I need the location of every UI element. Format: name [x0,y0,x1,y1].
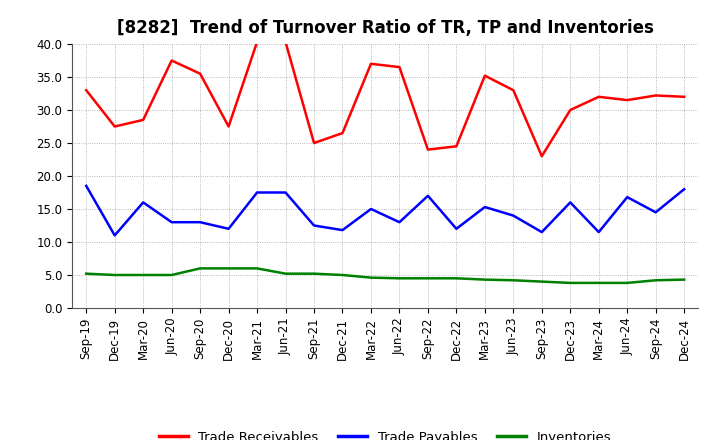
Trade Payables [310,223,318,228]
Inventories [537,279,546,284]
Trade Payables [338,227,347,233]
Inventories [167,272,176,278]
Trade Payables [452,226,461,231]
Trade Payables [623,194,631,200]
Trade Receivables [139,117,148,122]
Trade Receivables [282,40,290,45]
Trade Payables [537,230,546,235]
Line: Trade Payables: Trade Payables [86,186,684,235]
Trade Receivables [366,61,375,66]
Inventories [623,280,631,286]
Trade Payables [282,190,290,195]
Inventories [139,272,148,278]
Trade Receivables [509,88,518,93]
Trade Payables [395,220,404,225]
Inventories [82,271,91,276]
Legend: Trade Receivables, Trade Payables, Inventories: Trade Receivables, Trade Payables, Inven… [153,425,617,440]
Inventories [595,280,603,286]
Inventories [196,266,204,271]
Inventories [652,278,660,283]
Trade Payables [139,200,148,205]
Inventories [366,275,375,280]
Trade Receivables [82,88,91,93]
Trade Receivables [452,143,461,149]
Title: [8282]  Trend of Turnover Ratio of TR, TP and Inventories: [8282] Trend of Turnover Ratio of TR, TP… [117,19,654,37]
Inventories [253,266,261,271]
Trade Receivables [196,71,204,76]
Trade Receivables [338,130,347,136]
Trade Payables [82,183,91,188]
Inventories [395,275,404,281]
Trade Payables [595,230,603,235]
Trade Receivables [537,154,546,159]
Inventories [680,277,688,282]
Line: Inventories: Inventories [86,268,684,283]
Line: Trade Receivables: Trade Receivables [86,42,684,156]
Trade Payables [196,220,204,225]
Trade Receivables [680,94,688,99]
Inventories [110,272,119,278]
Trade Receivables [395,64,404,70]
Inventories [338,272,347,278]
Trade Payables [680,187,688,192]
Trade Payables [366,206,375,212]
Inventories [310,271,318,276]
Inventories [452,275,461,281]
Inventories [509,278,518,283]
Trade Receivables [423,147,432,152]
Trade Payables [480,204,489,210]
Trade Receivables [623,97,631,103]
Inventories [282,271,290,276]
Trade Receivables [480,73,489,78]
Inventories [480,277,489,282]
Inventories [566,280,575,286]
Trade Payables [423,193,432,198]
Inventories [423,275,432,281]
Trade Payables [509,213,518,218]
Trade Payables [110,233,119,238]
Trade Payables [167,220,176,225]
Trade Receivables [110,124,119,129]
Trade Payables [253,190,261,195]
Trade Receivables [310,140,318,146]
Inventories [225,266,233,271]
Trade Payables [225,226,233,231]
Trade Payables [566,200,575,205]
Trade Receivables [652,93,660,98]
Trade Payables [652,210,660,215]
Trade Receivables [225,124,233,129]
Trade Receivables [167,58,176,63]
Trade Receivables [253,40,261,45]
Trade Receivables [595,94,603,99]
Trade Receivables [566,107,575,113]
